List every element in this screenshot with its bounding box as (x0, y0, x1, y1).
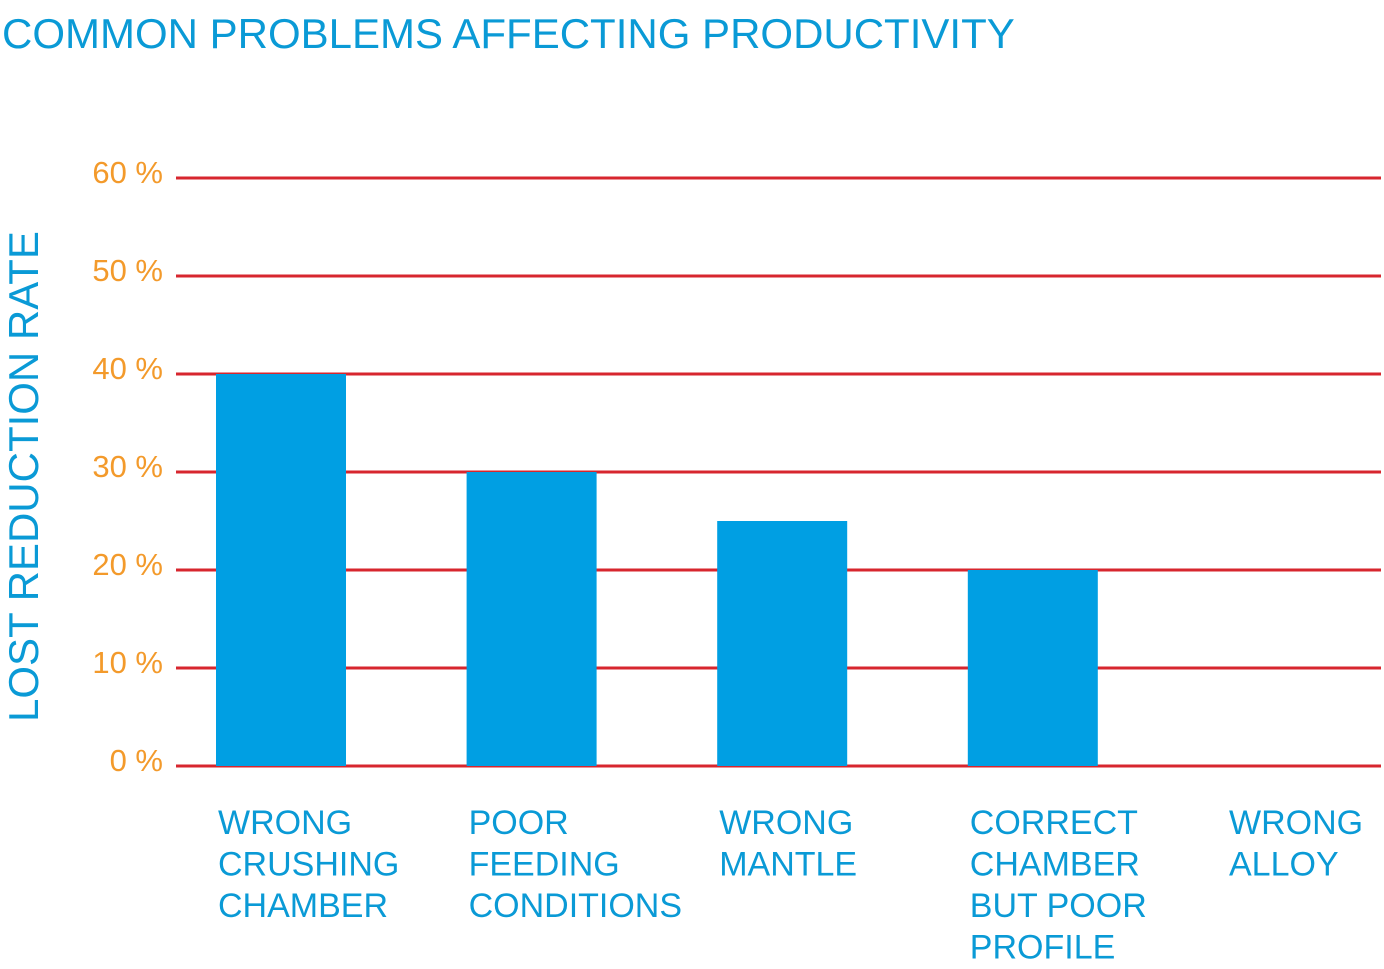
x-tick-label: WRONG (1229, 804, 1363, 842)
x-tick-label: CONDITIONS (469, 887, 682, 925)
y-tick-label: 0 % (110, 743, 163, 778)
x-tick-label: FEEDING (469, 846, 620, 884)
x-tick-label: CRUSHING (218, 846, 399, 884)
x-tick-label: CHAMBER (218, 887, 388, 925)
x-tick-label: POOR (469, 804, 569, 842)
y-tick-label: 20 % (92, 547, 163, 582)
x-tick-label: BUT POOR (970, 887, 1147, 925)
x-tick-label: CHAMBER (970, 846, 1140, 884)
y-tick-label: 10 % (92, 645, 163, 680)
bar (216, 374, 346, 766)
bar (466, 472, 597, 766)
y-tick-label: 40 % (92, 351, 163, 386)
x-tick-label: PROFILE (970, 929, 1115, 967)
y-tick-label: 30 % (92, 449, 163, 484)
y-tick-label: 60 % (92, 155, 163, 190)
x-tick-label: ALLOY (1229, 846, 1339, 884)
x-tick-label: WRONG (218, 804, 352, 842)
x-tick-label: CORRECT (970, 804, 1138, 842)
bar (717, 521, 848, 766)
bar (967, 570, 1098, 766)
chart-title: COMMON PROBLEMS AFFECTING PRODUCTIVITY (2, 10, 1015, 57)
y-axis-label: LOST REDUCTION RATE (0, 231, 47, 722)
x-tick-label: MANTLE (719, 846, 857, 884)
y-tick-label: 50 % (92, 253, 163, 288)
x-tick-label: WRONG (719, 804, 853, 842)
